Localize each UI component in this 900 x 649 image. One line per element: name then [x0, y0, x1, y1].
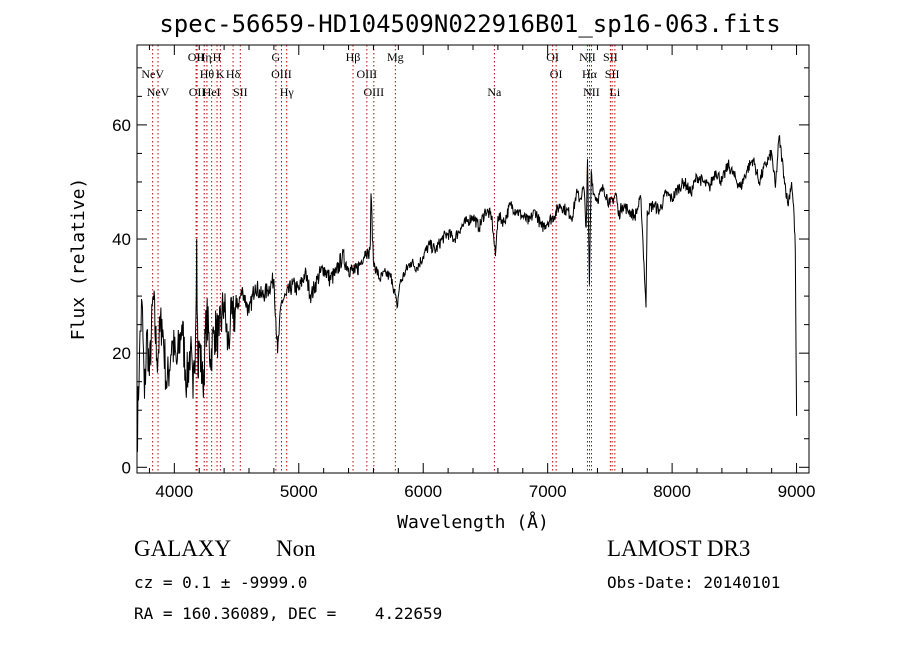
x-tick-label: 9000	[778, 482, 816, 501]
emission-line-label: Hα	[582, 67, 598, 81]
emission-line-label: OI	[550, 67, 563, 81]
emission-line-label: OII	[189, 85, 206, 99]
emission-line-label: Hγ	[280, 85, 295, 99]
x-tick-label: 7000	[529, 482, 567, 501]
emission-line-label: OI	[546, 50, 559, 64]
emission-line-label: NeV	[141, 67, 164, 81]
emission-line-label: Hδ	[226, 67, 241, 81]
x-tick-label: 5000	[280, 482, 318, 501]
emission-line-label: H	[213, 50, 222, 64]
emission-line-label: G	[272, 50, 281, 64]
emission-line-label: HeI	[203, 85, 221, 99]
emission-line-label: SII	[233, 85, 248, 99]
observation-date: Obs-Date: 20140101	[607, 573, 781, 592]
emission-line-label: Na	[487, 85, 502, 99]
emission-line-label: OIII	[271, 67, 292, 81]
y-tick-label: 60	[112, 116, 131, 135]
object-subclass: Non	[276, 536, 316, 561]
redshift-cz: cz = 0.1 ± -9999.0	[134, 573, 308, 592]
emission-line-label: SII	[605, 67, 620, 81]
y-axis-label: Flux (relative)	[68, 178, 89, 341]
x-tick-label: 4000	[155, 482, 193, 501]
y-tick-label: 20	[112, 344, 131, 363]
emission-line-label: NII	[579, 50, 596, 64]
plot-frame	[136, 44, 810, 474]
emission-line-label: NeV	[147, 85, 170, 99]
emission-line-label: Hβ	[346, 50, 361, 64]
emission-line-label: NII	[583, 85, 600, 99]
emission-line-label: Mg	[387, 50, 404, 64]
emission-line-label: OIII	[363, 85, 384, 99]
x-tick-label: 6000	[404, 482, 442, 501]
y-tick-label: 40	[112, 230, 131, 249]
x-tick-label: 8000	[653, 482, 691, 501]
spectrum-series-line	[136, 135, 798, 452]
emission-lines	[152, 45, 616, 473]
emission-line-label: OIII	[357, 67, 378, 81]
emission-line-label: Hθ	[200, 67, 215, 81]
emission-line-label: SII	[603, 50, 618, 64]
survey-name: LAMOST DR3	[607, 536, 751, 561]
object-class: GALAXY	[134, 536, 232, 561]
coordinates: RA = 160.36089, DEC = 4.22659	[134, 604, 443, 623]
emission-line-label: Hη	[197, 50, 212, 64]
y-tick-label: 0	[122, 458, 131, 477]
axis-ticks: 4000 5000 6000 7000 8000 9000 0 20 40 60	[112, 45, 815, 501]
emission-line-label: K	[216, 67, 225, 81]
x-axis-label: Wavelength (Å)	[397, 511, 549, 533]
emission-line-label: OII	[188, 50, 205, 64]
emission-line-label: Li	[610, 85, 621, 99]
chart-title: spec-56659-HD104509N022916B01_sp16-063.f…	[159, 10, 780, 38]
